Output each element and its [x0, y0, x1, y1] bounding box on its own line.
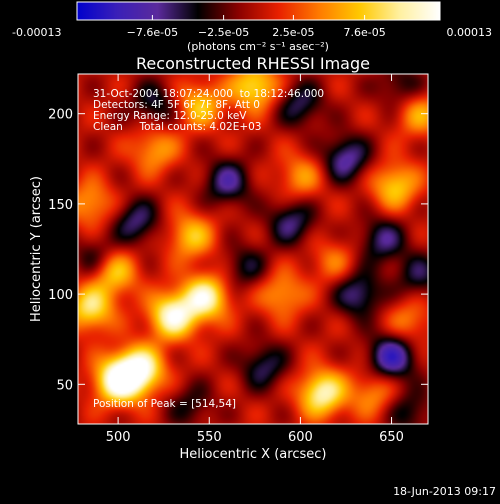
x-tick-label: 550 [197, 430, 222, 445]
x-axis-ticks: 500 550 600 650 [106, 74, 404, 445]
y-tick-label: 200 [48, 108, 73, 123]
x-axis-label: Heliocentric X (arcsec) [180, 447, 327, 462]
generated-timestamp: 18-Jun-2013 09:17 [393, 485, 496, 498]
plot-frame [77, 73, 429, 425]
x-tick-label: 600 [288, 430, 313, 445]
heatmap-image [78, 74, 428, 424]
observation-annotations: 31-Oct-2004 18:07:24.000 to 18:12:46.000… [93, 88, 324, 133]
colorbar-ticks: -0.00013 −7.6e-05 −2.5e-05 2.5e-05 7.6e-05 0.… [12, 15, 492, 39]
annotation-time-range: 31-Oct-2004 18:07:24.000 to 18:12:46.000 [93, 88, 324, 100]
y-tick-label: 150 [48, 198, 73, 213]
colorbar-tick-label: 2.5e-05 [272, 26, 314, 39]
annotation-total-counts: Clean Total counts: 4.02E+03 [93, 121, 262, 133]
y-axis-ticks: 50 100 150 200 [48, 108, 428, 393]
peak-position-label: Position of Peak = [514,54] [93, 398, 236, 410]
x-tick-label: 500 [106, 430, 131, 445]
y-axis-label: Heliocentric Y (arcsec) [29, 176, 44, 322]
colorbar-tick-label: -0.00013 [12, 26, 61, 39]
annotation-energy-range: Energy Range: 12.0-25.0 keV [93, 110, 247, 122]
colorbar-unit-label: (photons cm⁻² s⁻¹ asec⁻²) [187, 40, 329, 53]
colorbar [76, 1, 441, 21]
y-tick-label: 100 [48, 288, 73, 303]
annotation-detectors: Detectors: 4F 5F 6F 7F 8F, Att 0 [93, 99, 260, 111]
colorbar-tick-label: −7.6e-05 [127, 26, 178, 39]
x-tick-label: 650 [379, 430, 404, 445]
chart-title: Reconstructed RHESSI Image [136, 54, 370, 73]
colorbar-tick-label: 7.6e-05 [343, 26, 385, 39]
y-tick-label: 50 [56, 378, 73, 393]
colorbar-tick-label: −2.5e-05 [198, 26, 249, 39]
colorbar-tick-label: 0.00013 [447, 26, 493, 39]
